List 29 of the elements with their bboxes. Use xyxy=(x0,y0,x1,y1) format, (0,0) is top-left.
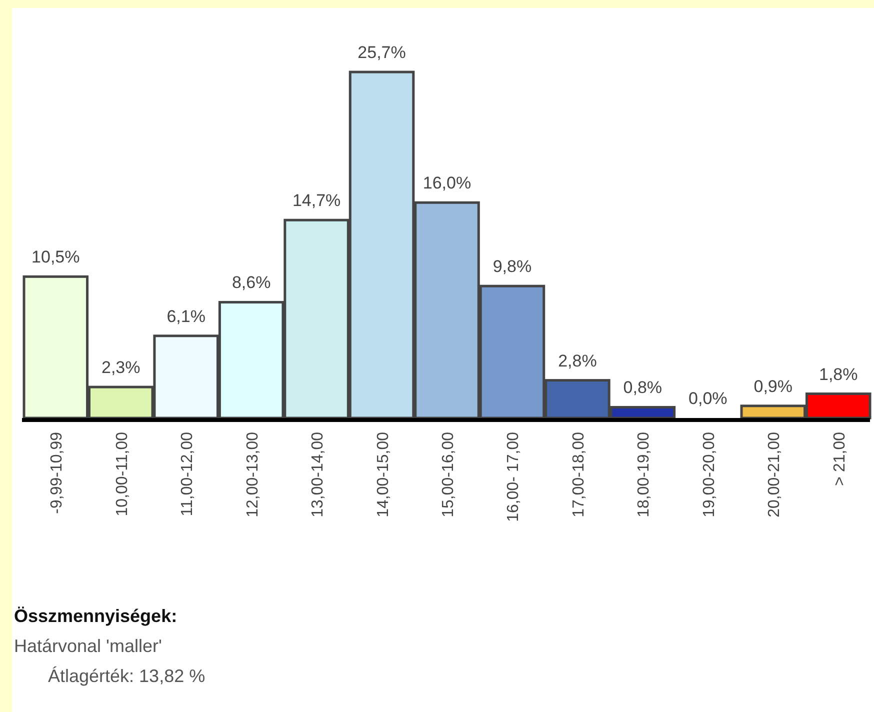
x-tick-label: 17,00-18,00 xyxy=(570,432,588,518)
data-label: 2,8% xyxy=(558,351,597,370)
x-tick-label: 19,00-20,00 xyxy=(700,432,718,518)
data-label: 8,6% xyxy=(232,273,271,292)
x-tick-label: 12,00-13,00 xyxy=(244,432,262,518)
data-label: 25,7% xyxy=(358,43,406,62)
data-label: 6,1% xyxy=(166,306,206,326)
x-tick-label: > 21,00 xyxy=(831,432,848,486)
data-label: 0,9% xyxy=(754,376,793,396)
data-label: 9,8% xyxy=(492,257,532,276)
text: Határvonal 'maller' xyxy=(14,636,162,656)
x-tick-label: 16,00- 17,00 xyxy=(505,432,522,522)
data-label: 16,0% xyxy=(422,174,472,193)
data-label: 10,5% xyxy=(32,248,80,267)
data-label: 0,0% xyxy=(688,389,728,408)
data-label: 0,8% xyxy=(623,378,662,398)
x-tick-label: 15,00-16,00 xyxy=(440,432,457,518)
text: Átlagérték: 13,82 % xyxy=(48,666,206,686)
text: Összmennyiségek: xyxy=(14,606,178,626)
x-tick-label: 18,00-19,00 xyxy=(636,432,653,518)
x-tick-label: 14,00-15,00 xyxy=(374,432,392,518)
x-tick-label: 10,00-11,00 xyxy=(114,432,131,516)
x-tick-label: 11,00-12,00 xyxy=(179,432,196,516)
x-tick-label: 13,00-14,00 xyxy=(310,432,327,518)
data-label: 2,3% xyxy=(101,358,140,378)
data-label: 1,8% xyxy=(818,364,858,384)
data-label: 14,7% xyxy=(292,191,341,210)
x-tick-label: 20,00-21,00 xyxy=(766,432,784,518)
x-tick-label: -9,99-10,99 xyxy=(48,432,66,514)
